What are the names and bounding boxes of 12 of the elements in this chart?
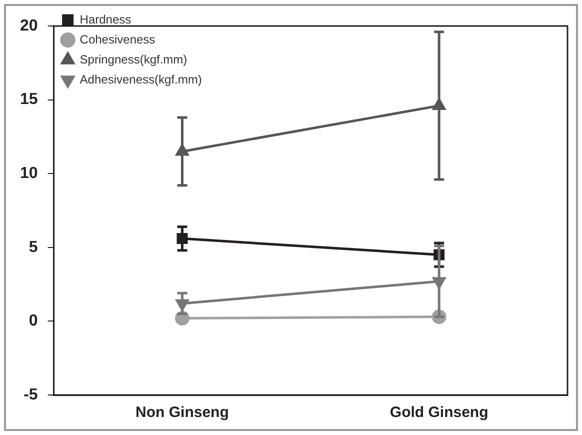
- y-tick-label: 15: [20, 91, 38, 108]
- x-tick-label: Gold Ginseng: [390, 404, 488, 422]
- y-tick-label: -5: [24, 386, 38, 404]
- legend-label: Hardness: [80, 12, 132, 26]
- legend-label: Adhesiveness(kgf.mm): [80, 72, 202, 86]
- y-tick-label: 5: [28, 238, 38, 256]
- y-tick-label: 10: [20, 165, 38, 182]
- legend-label: Springness(kgf.mm): [80, 52, 188, 66]
- y-tick-label: 20: [20, 17, 38, 34]
- legend-label: Cohesiveness: [80, 32, 156, 46]
- x-tick-label: Non Ginseng: [136, 404, 229, 422]
- y-tick-label: 0: [28, 312, 38, 330]
